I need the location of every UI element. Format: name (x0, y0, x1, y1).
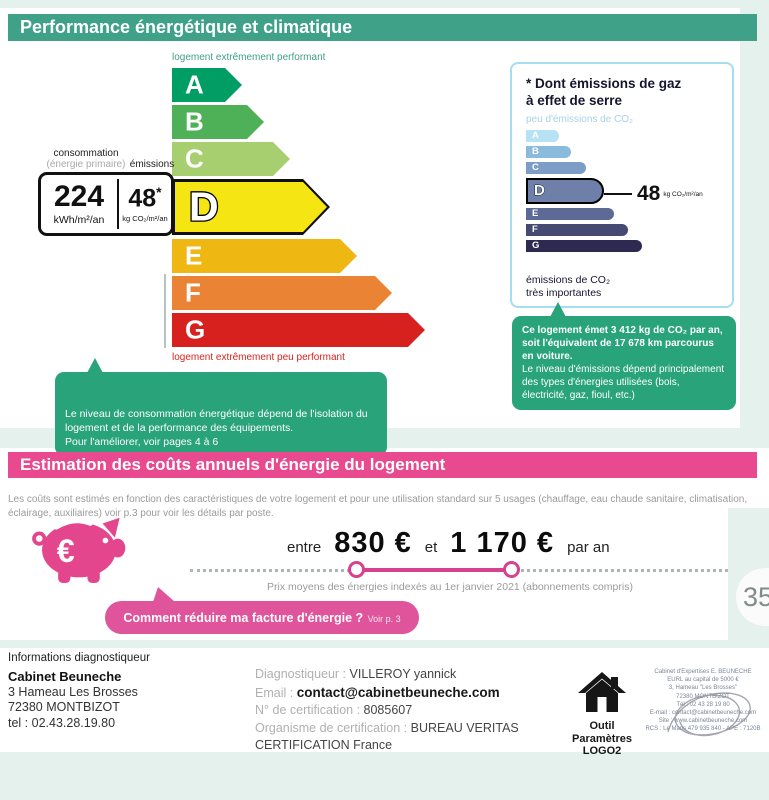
co2-class-a-bar: A (526, 130, 559, 142)
contact-heading: Informations diagnostiqueur (8, 652, 150, 664)
email-row: Email : contact@cabinetbeuneche.com (255, 684, 500, 700)
company-name: Cabinet Beuneche (8, 669, 122, 684)
emissions-label: émissions (129, 159, 175, 170)
svg-text:€: € (57, 533, 75, 569)
certification-number: 8085607 (363, 703, 413, 717)
emissions-cell: 48* kg CO₂/m²/an (119, 175, 171, 233)
organisme-row: Organisme de certification : BUREAU VERI… (255, 720, 519, 753)
energy-class-b-arrow: B (172, 105, 264, 139)
co2-value-unit: kg CO₂/m²/an (663, 190, 703, 198)
co2-class-e-bar: E (526, 208, 614, 220)
co2-low-label: peu d'émissions de CO₂ (526, 114, 633, 125)
energy-class-scale: A B C D E F G (172, 68, 425, 350)
annual-cost-range: entre 830 € et 1 170 € par an (287, 527, 610, 560)
address-line-1: 3 Hameau Les Brosses (8, 684, 138, 699)
energy-class-e-arrow: E (172, 239, 357, 273)
co2-panel-title: * Dont émissions de gaz à effet de serre (526, 76, 682, 108)
co2-class-g-bar: G (526, 240, 642, 252)
piggy-bank-icon: € (32, 517, 126, 584)
energy-class-g-arrow: G (172, 313, 425, 347)
consumption-sublabel: (énergie primaire) (46, 159, 126, 170)
diagnostiqueur-name: VILLEROY yannick (349, 667, 457, 681)
contact-address-block: Cabinet Beuneche 3 Hameau Les Brosses 72… (8, 669, 138, 731)
energy-class-a-arrow: A (172, 68, 242, 102)
company-stamp: Cabinet d'Expertises E. BEUNECHE EURL au… (640, 668, 766, 750)
energy-class-d-letter: D (189, 183, 219, 230)
reduce-bill-ref: Voir p. 3 (367, 614, 401, 624)
callout-pointer (550, 302, 566, 317)
energy-note-callout: Le niveau de consommation énergétique dé… (55, 358, 387, 456)
et-label: et (424, 539, 438, 556)
consumption-label: consommation (53, 148, 119, 159)
consumption-value-box: 224 kWh/m²/an 48* kg CO₂/m²/an (38, 172, 174, 236)
energy-class-f-arrow: F (172, 276, 392, 310)
emissions-star: * (156, 184, 162, 201)
peu-performant-label: logement extrêmement peu performant (172, 352, 345, 363)
co2-class-scale: A B C D E F G (526, 130, 642, 256)
energy-class-a-letter: A (185, 69, 204, 100)
consumption-cell: 224 kWh/m²/an (41, 175, 117, 233)
house-icon (578, 672, 626, 712)
energy-class-c-arrow: C (172, 142, 290, 176)
organisme-name: BUREAU VERITAS CERTIFICATION France (255, 720, 519, 753)
energy-note-text: Le niveau de consommation énergétique dé… (65, 408, 368, 448)
certification-row: N° de certification : 8085607 (255, 703, 413, 717)
co2-emissions-panel: * Dont émissions de gaz à effet de serre… (510, 62, 734, 308)
energy-class-d-arrow-current: D (172, 179, 330, 235)
contact-details-block: Diagnostiqueur : VILLEROY yannick Email … (255, 666, 577, 755)
address-line-2: 72380 MONTBIZOT (8, 700, 120, 714)
energy-section-banner: Performance énergétique et climatique (8, 14, 757, 41)
co2-note-callout: Ce logement émet 3 412 kg de CO₂ par an,… (512, 302, 736, 410)
entre-label: entre (287, 539, 322, 556)
co2-value-annotation: 48 kg CO₂/m²/an (604, 182, 707, 206)
co2-note-bold: Ce logement émet 3 412 kg de CO₂ par an,… (522, 325, 723, 362)
cost-range-min-marker (348, 561, 365, 578)
performant-label: logement extrêmement performant (172, 52, 326, 63)
costs-description: Les coûts sont estimés en fonction des c… (8, 494, 748, 519)
annotation-line (604, 192, 632, 196)
diagnostiqueur-row: Diagnostiqueur : VILLEROY yannick (255, 667, 457, 681)
tool-logo-block: Outil Paramètres LOGO2 (562, 672, 642, 758)
contact-section-panel (0, 648, 769, 752)
email-link[interactable]: contact@cabinetbeuneche.com (296, 684, 500, 700)
consumption-value: 224 (53, 180, 105, 213)
scale-tick-line (164, 274, 166, 348)
cost-range-segment (355, 568, 513, 572)
cost-range-max-marker (503, 561, 520, 578)
energy-section-title: Performance énergétique et climatique (20, 17, 353, 37)
callout-pointer (153, 587, 175, 602)
emissions-unit: kg CO₂/m²/an (122, 213, 168, 223)
co2-class-b-bar: B (526, 146, 571, 158)
reduce-bill-text: Comment réduire ma facture d'énergie ? (123, 611, 364, 625)
phone-number: tel : 02.43.28.19.80 (8, 715, 116, 730)
consumption-unit: kWh/m²/an (53, 214, 105, 226)
min-cost-value: 830 € (334, 527, 412, 559)
page-number: 35 (743, 582, 769, 612)
costs-section-banner: Estimation des coûts annuels d'énergie d… (8, 452, 757, 478)
co2-high-label: émissions de CO₂ très importantes (526, 274, 611, 299)
value-box-divider (117, 179, 119, 229)
co2-class-f-bar: F (526, 224, 628, 236)
max-cost-value: 1 170 € (450, 527, 555, 559)
price-index-note: Prix moyens des énergies indexés au 1er … (267, 581, 633, 593)
co2-note-regular: Le niveau d'émissions dépend principalem… (522, 364, 725, 401)
tool-logo-text: Outil Paramètres LOGO2 (572, 720, 632, 757)
costs-section-title: Estimation des coûts annuels d'énergie d… (20, 455, 446, 474)
co2-value: 48 (637, 182, 661, 205)
co2-class-c-bar: C (526, 162, 586, 174)
reduce-bill-callout: Comment réduire ma facture d'énergie ? V… (105, 587, 419, 634)
energy-class-b-letter: B (185, 106, 204, 137)
callout-pointer (87, 358, 103, 373)
energy-class-d-fill (175, 182, 327, 232)
emissions-value: 48* (128, 184, 162, 213)
energy-class-g-letter: G (185, 314, 206, 345)
energy-class-c-letter: C (185, 143, 204, 174)
co2-class-d-bar-current: D (526, 178, 604, 204)
par-an-label: par an (567, 539, 610, 556)
energy-class-f-letter: F (185, 277, 201, 308)
energy-class-e-letter: E (185, 240, 203, 271)
signature-scribble (667, 692, 751, 737)
